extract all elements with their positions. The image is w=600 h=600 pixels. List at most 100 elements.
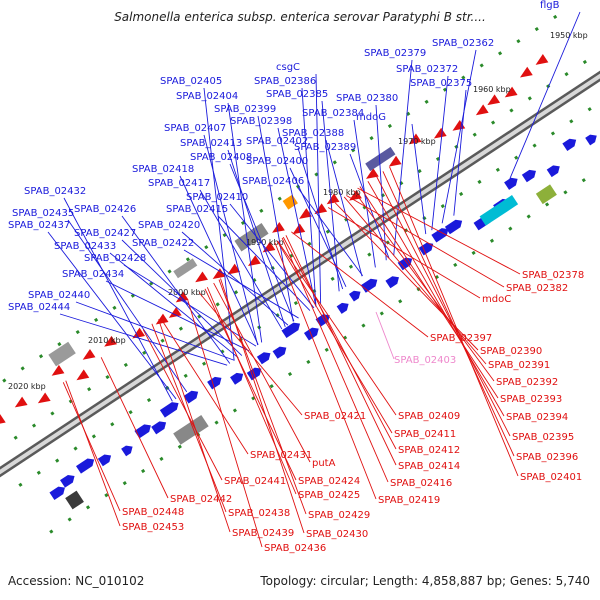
gene-label-reverse[interactable]: SPAB_02382 — [506, 283, 568, 294]
track-tick — [141, 468, 146, 474]
gene-label-forward[interactable]: SPAB_02372 — [396, 64, 458, 75]
gene-label-forward[interactable]: SPAB_02413 — [180, 138, 242, 149]
track-tick — [532, 143, 537, 148]
reverse-gene-glyph — [168, 307, 182, 318]
gene-label-forward[interactable]: SPAB_02380 — [336, 93, 398, 104]
track-tick — [31, 423, 37, 428]
gene-label-reverse[interactable]: SPAB_02441 — [224, 476, 286, 487]
gene-label-forward[interactable]: SPAB_02399 — [214, 104, 276, 115]
gene-label-reverse[interactable]: SPAB_02439 — [232, 528, 294, 539]
gene-label-forward[interactable]: SPAB_02435 — [12, 208, 74, 219]
gene-label-reverse[interactable]: SPAB_02436 — [264, 543, 326, 554]
gene-label-forward[interactable]: SPAB_02384 — [302, 108, 364, 119]
gene-label-forward[interactable]: SPAB_02389 — [294, 142, 356, 153]
gene-label-highlight[interactable]: SPAB_02403 — [394, 355, 456, 366]
gene-label-forward[interactable]: SPAB_02362 — [432, 38, 494, 49]
reverse-gene-glyph — [104, 335, 117, 347]
gene-label-reverse[interactable]: SPAB_02412 — [398, 445, 460, 456]
gene-label-forward[interactable]: SPAB_02379 — [364, 48, 426, 59]
gene-label-forward[interactable]: SPAB_02432 — [24, 186, 86, 197]
leader-line — [301, 87, 317, 307]
gene-label-reverse[interactable]: SPAB_02421 — [304, 411, 366, 422]
leader-line — [151, 323, 227, 513]
forward-gene-glyph — [60, 474, 75, 488]
gene-label-forward[interactable]: SPAB_02433 — [54, 241, 116, 252]
gene-label-forward[interactable]: SPAB_02405 — [160, 76, 222, 87]
gene-label-reverse[interactable]: SPAB_02396 — [516, 452, 578, 463]
gene-label-reverse[interactable]: SPAB_02378 — [522, 270, 584, 281]
gene-label-reverse[interactable]: mdoC — [482, 294, 511, 305]
track-tick — [202, 361, 207, 366]
gene-label-forward[interactable]: SPAB_02404 — [176, 91, 238, 102]
gene-label-forward[interactable]: SPAB_02410 — [186, 192, 248, 203]
gene-label-forward[interactable]: SPAB_02375 — [410, 78, 472, 89]
gene-label-forward[interactable]: SPAB_02426 — [74, 204, 136, 215]
gene-label-forward[interactable]: SPAB_02444 — [8, 302, 70, 313]
gene-label-reverse[interactable]: SPAB_02448 — [122, 507, 184, 518]
gene-label-reverse[interactable]: SPAB_02419 — [378, 495, 440, 506]
leader-line — [229, 163, 295, 322]
gene-label-forward[interactable]: flgB — [540, 0, 560, 11]
gene-label-forward[interactable]: SPAB_02402 — [246, 136, 308, 147]
gene-label-forward[interactable]: SPAB_02406 — [242, 176, 304, 187]
gene-label-forward[interactable]: SPAB_02417 — [148, 178, 210, 189]
gene-label-forward[interactable]: SPAB_02398 — [230, 116, 292, 127]
gene-label-forward[interactable]: SPAB_02407 — [164, 123, 226, 134]
gene-label-forward[interactable]: SPAB_02422 — [132, 238, 194, 249]
gene-label-forward[interactable]: SPAB_02437 — [8, 220, 70, 231]
gene-label-forward[interactable]: SPAB_02408 — [190, 152, 252, 163]
leader-line — [181, 231, 289, 326]
gene-label-forward[interactable]: SPAB_02434 — [62, 269, 124, 280]
gene-label-reverse[interactable]: SPAB_02431 — [250, 450, 312, 461]
gene-label-forward[interactable]: SPAB_02427 — [74, 228, 136, 239]
gene-label-reverse[interactable]: SPAB_02430 — [306, 529, 368, 540]
gene-label-reverse[interactable]: SPAB_02401 — [520, 472, 582, 483]
gene-label-reverse[interactable]: SPAB_02395 — [512, 432, 574, 443]
gene-label-forward[interactable]: SPAB_02428 — [84, 253, 146, 264]
gene-label-reverse[interactable]: SPAB_02442 — [170, 494, 232, 505]
track-tick — [491, 120, 496, 125]
gene-label-reverse[interactable]: SPAB_02438 — [228, 508, 290, 519]
gene-label-reverse[interactable]: SPAB_02394 — [506, 412, 568, 423]
gene-label-reverse[interactable]: putA — [312, 458, 336, 469]
forward-gene-glyph — [207, 376, 222, 390]
leader-line — [343, 196, 487, 365]
gene-label-forward[interactable]: SPAB_02388 — [282, 128, 344, 139]
track-tick — [497, 51, 503, 56]
forward-gene-glyph — [348, 290, 361, 302]
gene-label-reverse[interactable]: SPAB_02392 — [496, 377, 558, 388]
track-tick — [287, 371, 293, 377]
gene-label-forward[interactable]: SPAB_02418 — [132, 164, 194, 175]
gene-label-forward[interactable]: mdoG — [356, 112, 386, 123]
reverse-gene-glyph — [14, 396, 28, 408]
gene-label-forward[interactable]: SPAB_02386 — [254, 76, 316, 87]
track-tick — [50, 411, 55, 416]
feature-box — [479, 195, 519, 226]
gene-label-reverse[interactable]: SPAB_02425 — [298, 490, 360, 501]
gene-label-reverse[interactable]: SPAB_02429 — [308, 510, 370, 521]
reverse-gene-glyph — [227, 263, 241, 275]
gene-label-forward[interactable]: csgC — [276, 62, 300, 73]
leader-line — [357, 187, 521, 275]
gene-label-forward[interactable]: SPAB_02440 — [28, 290, 90, 301]
gene-label-forward[interactable]: SPAB_02400 — [246, 156, 308, 167]
gene-label-forward[interactable]: SPAB_02385 — [266, 89, 328, 100]
gene-label-reverse[interactable]: SPAB_02424 — [298, 476, 360, 487]
gene-label-reverse[interactable]: SPAB_02414 — [398, 461, 460, 472]
gene-label-forward[interactable]: SPAB_02420 — [138, 220, 200, 231]
track-tick — [233, 290, 239, 295]
track-tick — [544, 202, 550, 207]
track-tick — [275, 313, 280, 318]
gene-label-reverse[interactable]: SPAB_02411 — [394, 429, 456, 440]
gene-label-reverse[interactable]: SPAB_02391 — [488, 360, 550, 371]
gene-label-reverse[interactable]: SPAB_02409 — [398, 411, 460, 422]
track-tick — [489, 238, 495, 243]
leader-line — [291, 231, 429, 338]
gene-label-reverse[interactable]: SPAB_02416 — [390, 478, 452, 489]
gene-label-reverse[interactable]: SPAB_02453 — [122, 522, 184, 533]
gene-label-forward[interactable]: SPAB_02415 — [166, 204, 228, 215]
reverse-gene-glyph — [212, 268, 226, 280]
track-tick — [387, 123, 392, 129]
gene-label-reverse[interactable]: SPAB_02393 — [500, 394, 562, 405]
gene-label-reverse[interactable]: SPAB_02390 — [480, 346, 542, 357]
